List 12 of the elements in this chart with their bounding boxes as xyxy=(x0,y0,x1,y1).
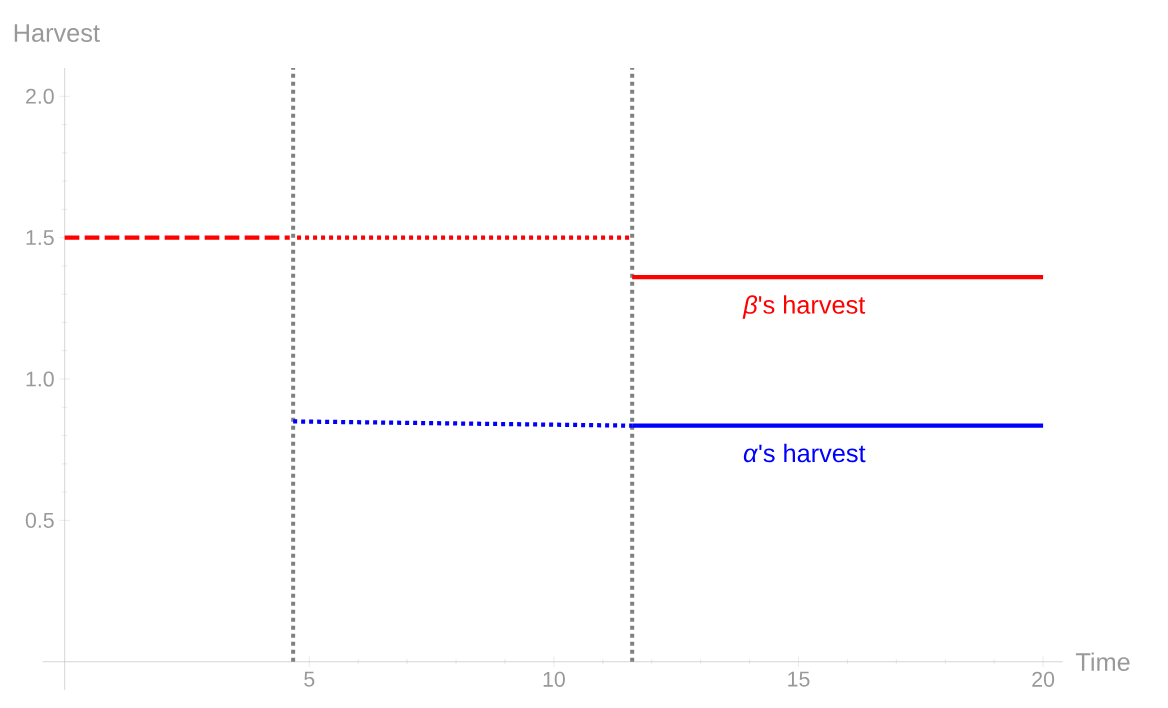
x-axis-title: Time xyxy=(1075,652,1130,672)
series-label: β's harvest xyxy=(742,295,866,319)
x-tick-label: 10 xyxy=(543,671,565,687)
x-tick-label: 5 xyxy=(304,671,315,687)
y-tick-label: 1.5 xyxy=(26,230,54,246)
y-tick-label: 0.5 xyxy=(25,512,54,528)
y-axis-title: Harvest xyxy=(14,24,100,42)
y-tick-label: 2.0 xyxy=(26,88,54,104)
x-tick-label: 20 xyxy=(1032,671,1055,687)
x-tick-label: 15 xyxy=(788,671,810,687)
series-label: α's harvest xyxy=(743,443,866,463)
y-tick-label: 1.0 xyxy=(26,371,54,387)
